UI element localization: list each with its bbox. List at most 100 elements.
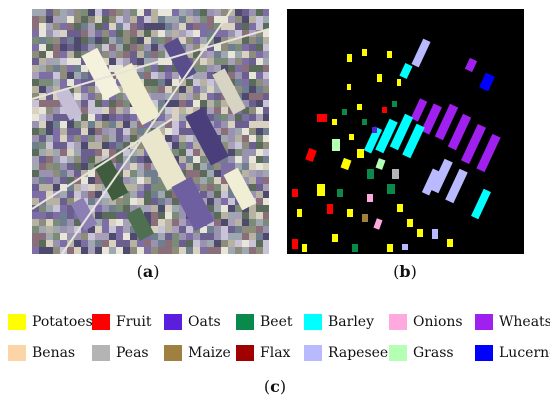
legend-item-benas: Benas	[8, 343, 75, 363]
image-texture-tile	[186, 247, 193, 254]
image-texture-tile	[130, 198, 137, 205]
image-texture-tile	[109, 58, 116, 65]
legend-swatch-lucerne	[475, 345, 493, 361]
image-texture-tile	[214, 30, 221, 37]
image-texture-tile	[116, 44, 123, 51]
image-texture-tile	[193, 100, 200, 107]
legend-label-benas: Benas	[32, 345, 76, 361]
image-texture-tile	[151, 191, 158, 198]
image-texture-tile	[242, 149, 249, 156]
image-texture-tile	[193, 170, 200, 177]
ground-truth-parcel-oats	[372, 127, 377, 133]
legend-swatch-beet	[236, 314, 254, 330]
image-texture-tile	[60, 184, 67, 191]
image-texture-tile	[193, 107, 200, 114]
legend-swatch-barley	[304, 314, 322, 330]
image-texture-tile	[123, 121, 130, 128]
image-texture-tile	[256, 163, 263, 170]
image-texture-tile	[179, 23, 186, 30]
image-texture-tile	[207, 114, 214, 121]
image-texture-tile	[39, 128, 46, 135]
legend-label-flax: Flax	[260, 345, 291, 361]
image-texture-tile	[186, 79, 193, 86]
image-texture-tile	[193, 247, 200, 254]
image-texture-tile	[165, 100, 172, 107]
image-texture-tile	[228, 51, 235, 58]
image-texture-tile	[46, 170, 53, 177]
image-texture-tile	[137, 44, 144, 51]
image-texture-tile	[221, 163, 228, 170]
image-texture-tile	[46, 86, 53, 93]
image-texture-tile	[88, 37, 95, 44]
image-texture-tile	[221, 240, 228, 247]
image-texture-tile	[39, 79, 46, 86]
image-texture-tile	[67, 135, 74, 142]
image-texture-tile	[81, 65, 88, 72]
image-field-parcel	[212, 68, 246, 115]
image-texture-tile	[221, 205, 228, 212]
image-texture-tile	[116, 107, 123, 114]
image-texture-tile	[151, 100, 158, 107]
image-texture-tile	[165, 198, 172, 205]
image-texture-tile	[95, 184, 102, 191]
image-texture-tile	[32, 114, 39, 121]
image-texture-tile	[256, 79, 263, 86]
image-texture-tile	[102, 121, 109, 128]
ground-truth-parcel-fruit	[382, 107, 387, 113]
image-texture-tile	[193, 142, 200, 149]
image-texture-tile	[60, 65, 67, 72]
image-texture-tile	[172, 9, 179, 16]
image-texture-tile	[32, 65, 39, 72]
image-texture-tile	[221, 100, 228, 107]
image-texture-tile	[235, 86, 242, 93]
legend-swatch-fruit	[92, 314, 110, 330]
image-texture-tile	[144, 121, 151, 128]
image-texture-tile	[214, 205, 221, 212]
image-texture-tile	[102, 219, 109, 226]
image-field-parcel	[125, 207, 155, 241]
image-texture-tile	[130, 163, 137, 170]
image-texture-tile	[53, 240, 60, 247]
image-texture-tile	[165, 247, 172, 254]
image-texture-tile	[53, 107, 60, 114]
image-texture-tile	[130, 233, 137, 240]
image-texture-tile	[242, 30, 249, 37]
image-texture-tile	[67, 128, 74, 135]
image-field-parcel	[55, 87, 83, 121]
image-texture-tile	[95, 100, 102, 107]
image-texture-tile	[130, 51, 137, 58]
image-texture-tile	[81, 142, 88, 149]
image-texture-tile	[123, 219, 130, 226]
image-texture-tile	[67, 191, 74, 198]
image-texture-tile	[123, 142, 130, 149]
image-texture-tile	[221, 30, 228, 37]
image-texture-tile	[242, 128, 249, 135]
image-texture-tile	[242, 121, 249, 128]
image-texture-tile	[179, 156, 186, 163]
image-texture-tile	[235, 37, 242, 44]
image-texture-tile	[144, 9, 151, 16]
image-texture-tile	[228, 16, 235, 23]
image-texture-tile	[249, 142, 256, 149]
image-texture-tile	[221, 23, 228, 30]
image-texture-tile	[95, 37, 102, 44]
image-texture-tile	[200, 16, 207, 23]
image-texture-tile	[263, 128, 269, 135]
image-texture-tile	[235, 142, 242, 149]
image-texture-tile	[214, 191, 221, 198]
image-texture-tile	[221, 198, 228, 205]
image-texture-tile	[165, 121, 172, 128]
image-texture-tile	[81, 247, 88, 254]
image-texture-tile	[46, 79, 53, 86]
image-texture-tile	[256, 233, 263, 240]
image-texture-tile	[123, 51, 130, 58]
image-texture-tile	[242, 9, 249, 16]
image-texture-tile	[179, 114, 186, 121]
image-texture-tile	[39, 44, 46, 51]
ground-truth-parcel-wheats	[434, 103, 459, 141]
image-texture-tile	[32, 37, 39, 44]
image-texture-tile	[67, 65, 74, 72]
image-texture-tile	[179, 79, 186, 86]
image-texture-tile	[46, 100, 53, 107]
image-texture-tile	[263, 219, 269, 226]
